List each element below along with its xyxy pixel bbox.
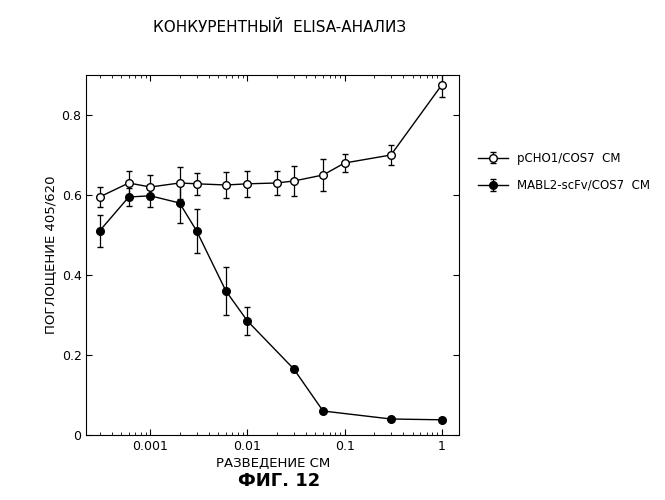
Text: КОНКУРЕНТНЫЙ  ELISA-АНАЛИЗ: КОНКУРЕНТНЫЙ ELISA-АНАЛИЗ [153, 20, 406, 35]
Y-axis label: ПОГЛОЩЕНИЕ 405/620: ПОГЛОЩЕНИЕ 405/620 [45, 176, 57, 334]
Legend: pCHO1/COS7  СМ, MABL2-scFv/COS7  СМ: pCHO1/COS7 СМ, MABL2-scFv/COS7 СМ [473, 147, 655, 196]
Text: ФИГ. 12: ФИГ. 12 [238, 472, 321, 490]
X-axis label: РАЗВЕДЕНИЕ СМ: РАЗВЕДЕНИЕ СМ [215, 457, 330, 470]
